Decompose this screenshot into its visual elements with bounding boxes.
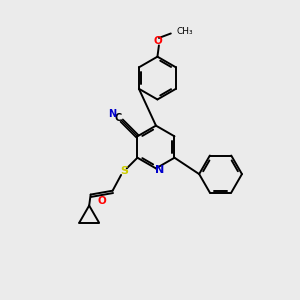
- Text: CH₃: CH₃: [177, 27, 194, 36]
- Text: C: C: [114, 113, 122, 124]
- Text: N: N: [155, 165, 164, 175]
- Text: S: S: [120, 167, 128, 176]
- Text: N: N: [108, 109, 116, 119]
- Text: O: O: [98, 196, 106, 206]
- Text: O: O: [154, 36, 163, 46]
